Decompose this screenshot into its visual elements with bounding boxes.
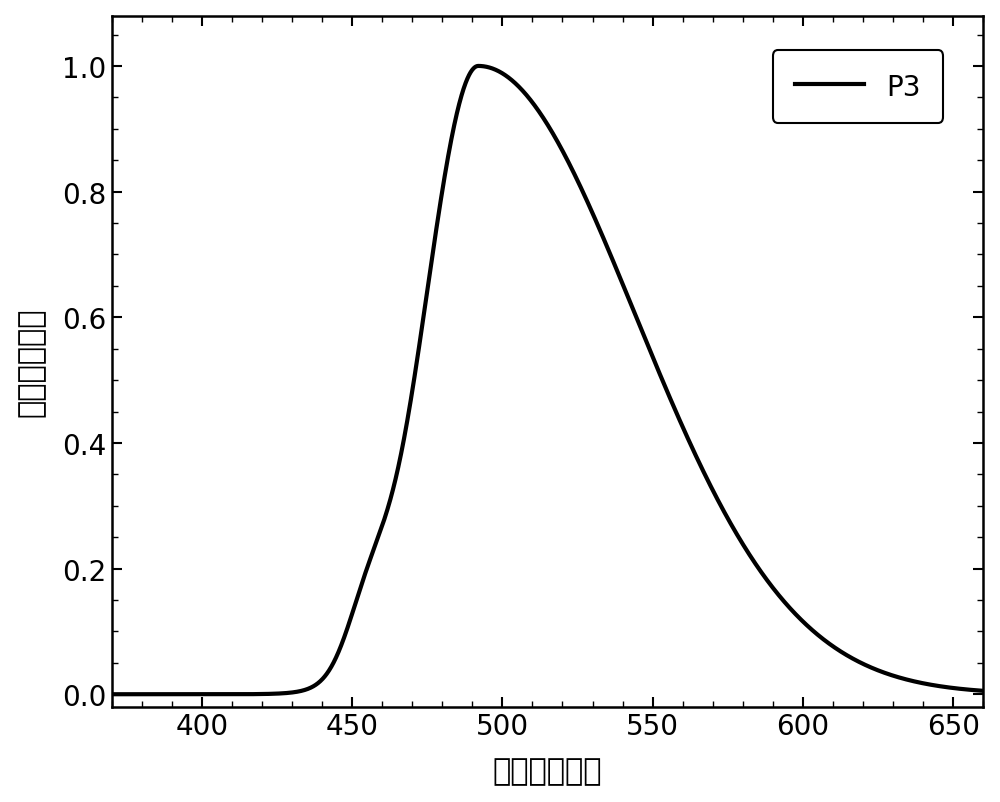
- P3: [440, 165, 452, 175]
- X-axis label: 波长（纳米）: 波长（纳米）: [493, 756, 602, 785]
- P3: [478, 63, 490, 72]
- P3: [960, 685, 972, 695]
- P3: [106, 690, 118, 699]
- Y-axis label: 相对发射强度: 相对发射强度: [17, 307, 46, 416]
- P3: [205, 690, 217, 699]
- P3: [867, 663, 879, 673]
- P3: [257, 690, 269, 699]
- Line: P3: P3: [112, 67, 983, 695]
- Legend: P3: P3: [773, 51, 943, 124]
- P3: [977, 687, 989, 696]
- P3: [472, 62, 484, 71]
